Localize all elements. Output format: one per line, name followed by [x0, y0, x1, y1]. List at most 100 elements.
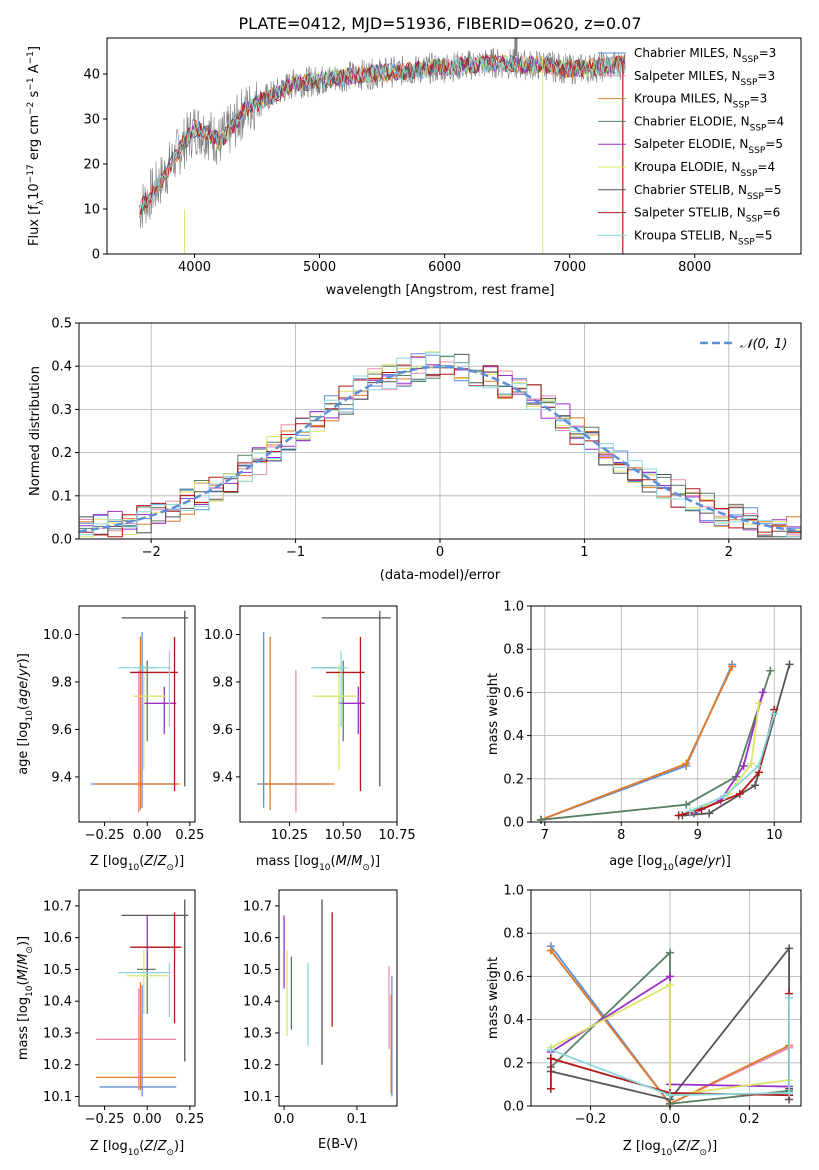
x-axis-label: Z [log10(Z/Z⊙)]: [90, 854, 184, 873]
y-tick-label: 10.6: [43, 931, 72, 946]
series-marker: [751, 781, 760, 790]
y-tick-label: 0.6: [503, 686, 524, 701]
x-tick-label: 4000: [178, 260, 211, 275]
y-tick-label: 10: [83, 203, 100, 218]
legend-label: Salpeter STELIB, NSSP=6: [634, 206, 780, 225]
plot-area-massweight-vs-Z: [546, 942, 794, 1108]
x-tick-label: 0.25: [175, 828, 204, 843]
y-tick-label: 0.0: [51, 533, 72, 548]
plot-area-age-vs-Z: [90, 610, 189, 813]
series-marker: [785, 660, 794, 669]
series-line: [540, 663, 734, 821]
x-tick-label: 10.75: [378, 828, 415, 843]
x-tick-label: 7: [541, 828, 549, 843]
y-tick-label: 10.1: [43, 1090, 72, 1105]
x-tick-label: −0.25: [85, 828, 125, 843]
x-tick-label: 0.2: [739, 1112, 760, 1127]
y-tick-label: 9.6: [212, 723, 233, 738]
y-tick-label: 0.0: [503, 816, 524, 831]
y-tick-label: 0.5: [51, 317, 72, 332]
y-tick-label: 40: [83, 68, 100, 83]
series-marker: [720, 792, 729, 801]
y-tick-label: 0.2: [503, 772, 524, 787]
series-line: [689, 713, 776, 813]
y-tick-label: 9.8: [51, 675, 72, 690]
x-tick-label: 0.00: [133, 1112, 162, 1127]
x-tick-label: 7000: [553, 260, 586, 275]
y-axis-label: mass weight: [486, 957, 501, 1039]
series-marker: [754, 761, 763, 770]
y-tick-label: 10.2: [43, 1058, 72, 1073]
series-line: [540, 670, 772, 821]
y-tick-label: 10.3: [243, 1026, 272, 1041]
y-tick-label: 0.0: [503, 1100, 524, 1115]
legend-label: Salpeter MILES, NSSP=3: [634, 69, 775, 88]
series-marker: [546, 1054, 555, 1063]
series-marker: [754, 699, 763, 708]
x-tick-label: −0.25: [85, 1112, 125, 1127]
histogram-step: [79, 352, 801, 538]
series-marker: [758, 688, 767, 697]
y-tick-label: 10.5: [243, 963, 272, 978]
axes-spectrum: [103, 37, 802, 258]
x-tick-label: −0.2: [575, 1112, 607, 1127]
y-tick-label: 20: [83, 158, 100, 173]
axes-frame: [106, 37, 802, 255]
series-marker: [686, 807, 695, 816]
y-tick-label: 10.4: [43, 995, 72, 1010]
legend-label: Kroupa ELODIE, NSSP=4: [634, 160, 775, 179]
x-tick-label: −1: [286, 545, 305, 560]
y-axis-label: age [log10(age/yr)]: [16, 653, 35, 775]
x-tick-label: 0.1: [347, 1112, 368, 1127]
series-marker: [682, 800, 691, 809]
x-axis-label: E(B-V): [318, 1137, 358, 1152]
y-tick-label: 0.4: [503, 729, 524, 744]
x-axis-label: mass [log10(M/M⊙)]: [256, 854, 380, 873]
x-tick-label: 0: [436, 545, 444, 560]
gaussian-curve: [78, 365, 802, 533]
plot-area-age-vs-mass: [257, 610, 391, 813]
legend-label: Salpeter ELODIE, NSSP=5: [634, 137, 783, 156]
series-line: [540, 666, 734, 821]
series-marker: [536, 815, 545, 824]
x-axis-label: age [log10(age/yr)]: [609, 854, 731, 873]
x-axis-label: Z [log10(Z/Z⊙)]: [90, 1139, 184, 1158]
axes-massweight-vs-age: [527, 605, 802, 826]
y-tick-label: 9.4: [212, 770, 233, 785]
y-tick-label: 10.7: [43, 899, 72, 914]
axes-frame: [278, 889, 398, 1107]
series-marker: [665, 1091, 674, 1100]
series-line: [682, 664, 791, 817]
axes-residuals: [75, 322, 802, 543]
y-tick-label: 9.8: [212, 675, 233, 690]
y-tick-label: 9.4: [51, 770, 72, 785]
y-tick-label: 1.0: [503, 600, 524, 615]
y-tick-label: 0.6: [503, 970, 524, 985]
series-marker: [785, 944, 794, 953]
y-tick-label: 10.2: [243, 1058, 272, 1073]
y-tick-label: 0.8: [503, 643, 524, 658]
series-marker: [546, 1084, 555, 1093]
x-axis-label: wavelength [Angstrom, rest frame]: [326, 283, 555, 298]
axes-mass-vs-EBV: [275, 889, 398, 1110]
y-tick-label: 10.4: [243, 995, 272, 1010]
axes-frame: [78, 889, 196, 1107]
x-axis-label: (data-model)/error: [380, 568, 501, 583]
plot-area-massweight-vs-age: [536, 660, 794, 824]
x-tick-label: 10.50: [325, 828, 362, 843]
y-tick-label: 10.0: [204, 628, 233, 643]
series-marker: [728, 662, 737, 671]
series-marker: [739, 761, 748, 770]
y-tick-label: 0: [92, 248, 100, 263]
series-marker: [665, 972, 674, 981]
x-tick-label: 6000: [428, 260, 461, 275]
y-tick-label: 9.6: [51, 723, 72, 738]
y-tick-label: 0.1: [51, 489, 72, 504]
legend-label: Kroupa STELIB, NSSP=5: [634, 228, 772, 247]
x-tick-label: 0.0: [274, 1112, 295, 1127]
x-tick-label: 0.00: [133, 828, 162, 843]
legend-label: Kroupa MILES, NSSP=3: [634, 92, 767, 111]
axes-massweight-vs-Z: [527, 889, 802, 1110]
